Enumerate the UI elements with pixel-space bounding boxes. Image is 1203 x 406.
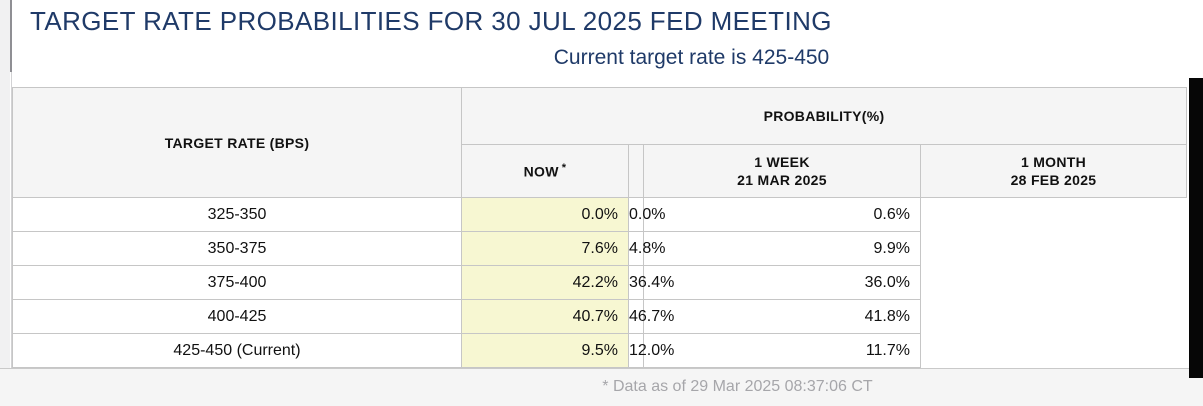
- target-rate-cell: 350-375: [12, 231, 462, 266]
- current-target-rate-subtitle: Current target rate is 425-450: [553, 46, 830, 69]
- probabilities-table: TARGET RATE (BPS) PROBABILITY(%) NOW * 1 …: [12, 87, 1187, 368]
- target-rate-cell: 325-350: [12, 197, 462, 232]
- week-probability-cell: 12.0%: [628, 333, 674, 368]
- week-date: 21 MAR 2025: [737, 172, 827, 188]
- now-label: NOW: [523, 163, 559, 180]
- table-row: 325-350 0.0% 0.0% 0.6%: [12, 197, 1187, 232]
- month-probability-cell: 36.0%: [643, 265, 921, 300]
- week-probability-cell: 4.8%: [628, 231, 665, 266]
- week-probability-cell: 36.4%: [628, 265, 674, 300]
- header-row-probability: TARGET RATE (BPS) PROBABILITY(%): [12, 87, 1187, 198]
- table-row: 350-375 7.6% 4.8% 9.9%: [12, 231, 1187, 266]
- column-header-now: NOW *: [461, 144, 629, 198]
- vertical-scrollbar[interactable]: [1189, 78, 1203, 378]
- column-header-1-month: 1 MONTH 28 FEB 2025: [920, 144, 1187, 198]
- footer-bar: * Data as of 29 Mar 2025 08:37:06 CT: [0, 368, 1203, 406]
- week-probability-cell: 46.7%: [628, 299, 674, 334]
- now-footnote-marker: *: [561, 162, 567, 175]
- table-row: 400-425 40.7% 46.7% 41.8%: [12, 299, 1187, 334]
- target-rate-cell: 425-450 (Current): [12, 333, 462, 368]
- month-probability-cell: 11.7%: [643, 333, 921, 368]
- target-rate-cell: 400-425: [12, 299, 462, 334]
- week-label: 1 WEEK: [754, 154, 810, 170]
- now-probability-cell: 42.2%: [461, 265, 629, 300]
- data-as-of-note: * Data as of 29 Mar 2025 08:37:06 CT: [602, 378, 873, 395]
- now-probability-cell: 0.0%: [461, 197, 629, 232]
- month-date: 28 FEB 2025: [1010, 172, 1097, 188]
- column-header-target-rate: TARGET RATE (BPS): [12, 87, 462, 198]
- header-row-periods: NOW * 1 WEEK 21 MAR 2025 1 MONTH 28 FEB 2…: [13, 144, 1187, 198]
- month-label: 1 MONTH: [1020, 154, 1087, 170]
- column-header-1-week: 1 WEEK 21 MAR 2025: [643, 144, 921, 198]
- now-probability-cell: 40.7%: [461, 299, 629, 334]
- left-gutter-border-top: [10, 0, 12, 72]
- target-rate-cell: 375-400: [12, 265, 462, 300]
- page-title: TARGET RATE PROBABILITIES FOR 30 JUL 202…: [30, 6, 832, 36]
- left-gutter: [0, 0, 10, 406]
- month-probability-cell: 0.6%: [643, 197, 921, 232]
- now-probability-cell: 9.5%: [461, 333, 629, 368]
- left-gutter-border-bottom: [11, 72, 12, 378]
- table-row: 375-400 42.2% 36.4% 36.0%: [12, 265, 1187, 300]
- column-header-probability: PROBABILITY(%): [461, 87, 1187, 145]
- month-probability-cell: 41.8%: [643, 299, 921, 334]
- week-probability-cell: 0.0%: [628, 197, 665, 232]
- spacer-column: [628, 144, 644, 198]
- table-row: 425-450 (Current) 9.5% 12.0% 11.7%: [12, 333, 1187, 368]
- month-probability-cell: 9.9%: [643, 231, 921, 266]
- now-probability-cell: 7.6%: [461, 231, 629, 266]
